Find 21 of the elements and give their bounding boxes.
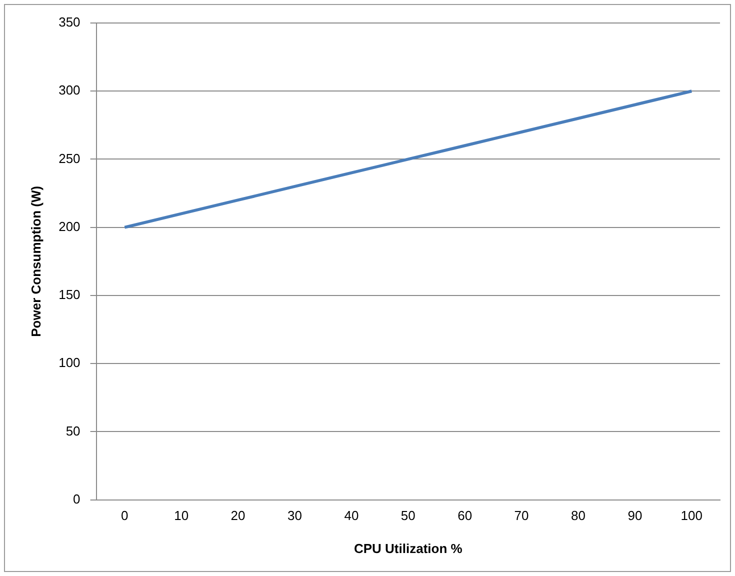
y-tick-label: 50: [66, 423, 80, 438]
x-tick-label: 50: [400, 508, 416, 524]
y-tick-label: 250: [58, 150, 80, 166]
x-tick-label: 80: [571, 508, 586, 524]
x-tick-label: 0: [121, 508, 128, 524]
x-tick-label: 90: [628, 508, 642, 524]
x-tick-label: 10: [174, 508, 189, 524]
x-tick-label: 40: [344, 508, 359, 524]
y-tick-label: 200: [58, 218, 80, 234]
y-axis-title: Power Consumption (W): [28, 186, 44, 337]
y-tick-label: 350: [58, 14, 80, 30]
x-tick-label: 60: [458, 508, 472, 524]
x-tick-label: 20: [230, 508, 246, 524]
y-tick-label: 300: [58, 82, 80, 98]
x-tick-label: 100: [680, 508, 702, 524]
y-tick-label: 100: [58, 355, 80, 370]
y-tick-label: 0: [73, 491, 80, 506]
x-tick-label: 30: [288, 508, 302, 524]
x-axis-title: CPU Utilization %: [354, 540, 463, 556]
x-tick-label: 70: [514, 508, 529, 524]
y-tick-label: 150: [58, 287, 80, 302]
